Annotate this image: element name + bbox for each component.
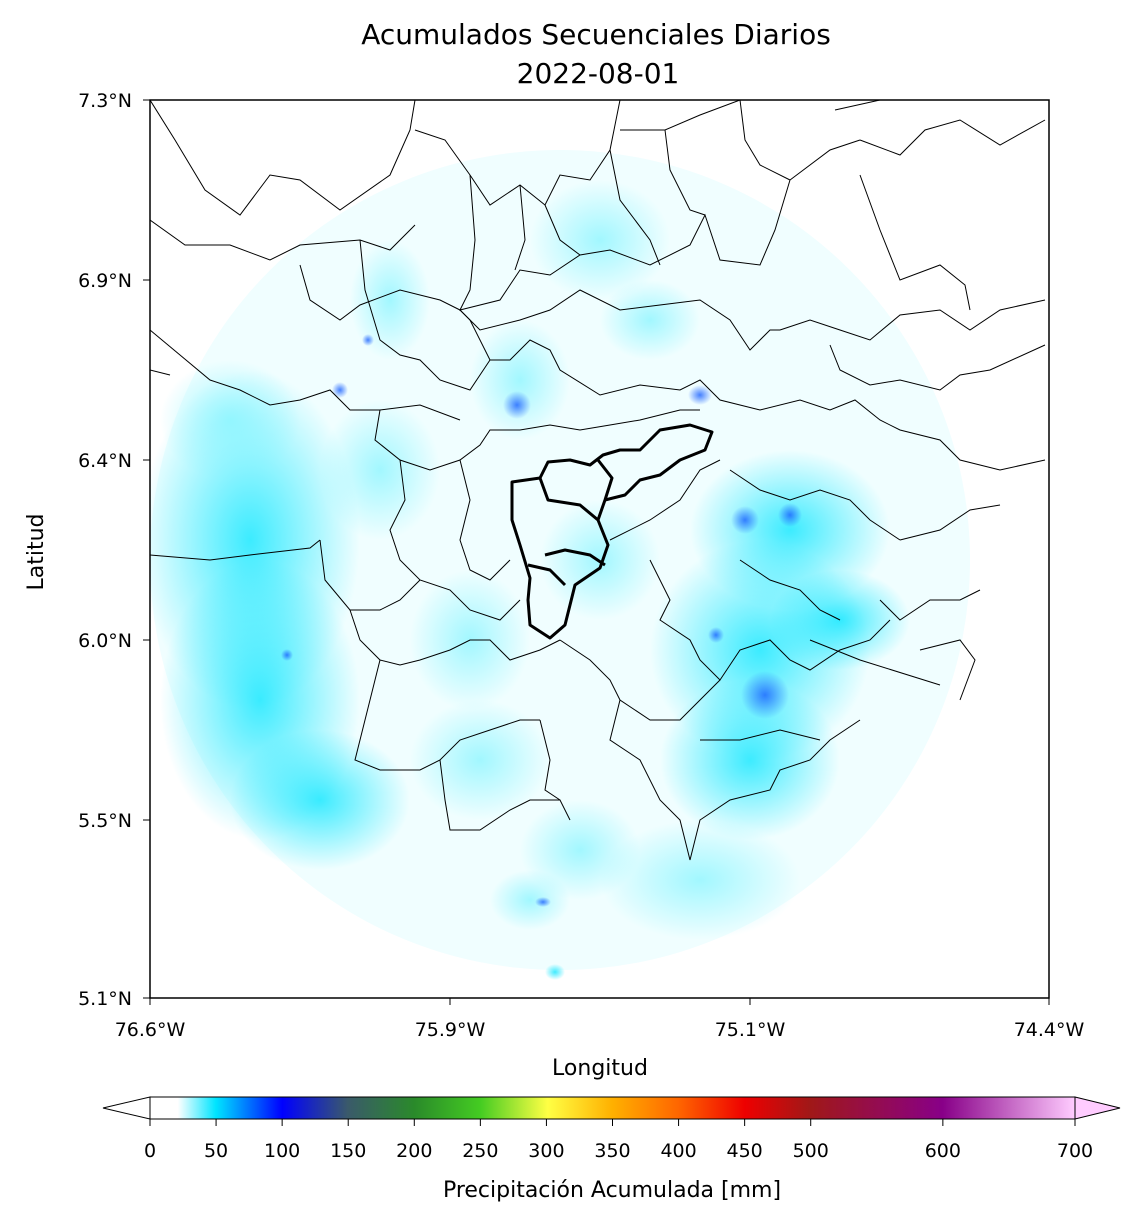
colorbar-extend-high (1074, 1096, 1121, 1120)
colorbar-tick-label: 700 (1057, 1140, 1093, 1162)
colorbar-label: Precipitación Acumulada [mm] (443, 1178, 781, 1203)
colorbar: 0 50 100 150 200 250 300 350 400 450 500 600 700 Pre… (102, 1096, 1121, 1203)
y-tick-label: 5.1°N (78, 988, 132, 1010)
y-tick-label: 6.0°N (78, 630, 132, 652)
y-tick-label: 5.5°N (78, 810, 132, 832)
y-tick-label: 6.9°N (78, 270, 132, 292)
colorbar-tick-label: 200 (396, 1140, 432, 1162)
colorbar-tick-label: 100 (264, 1140, 300, 1162)
colorbar-tick-label: 150 (330, 1140, 366, 1162)
x-axis: 76.6°W 75.9°W 75.1°W 74.4°W (115, 998, 1085, 1041)
colorbar-extend-low (102, 1096, 151, 1120)
y-tick-label: 6.4°N (78, 450, 132, 472)
metropolitan-area-boundary (510, 423, 714, 640)
y-axis-label: Latitud (24, 513, 49, 590)
municipal-boundaries (150, 100, 1046, 861)
y-axis: 7.3°N 6.9°N 6.4°N 6.0°N 5.5°N 5.1°N (78, 90, 150, 1010)
colorbar-tick-label: 600 (925, 1140, 961, 1162)
colorbar-gradient (149, 1096, 1076, 1120)
colorbar-tick-label: 50 (204, 1140, 228, 1162)
x-tick-label: 76.6°W (115, 1019, 186, 1041)
map-frame (149, 99, 1050, 999)
x-tick-label: 74.4°W (1014, 1019, 1085, 1041)
colorbar-tick-label: 400 (660, 1140, 696, 1162)
map-area (150, 100, 1049, 998)
chart-subtitle: 2022-08-01 (517, 57, 680, 90)
colorbar-tick-label: 250 (462, 1140, 498, 1162)
precipitation-field (150, 180, 910, 980)
x-axis-label: Longitud (552, 1056, 648, 1081)
y-tick-label: 7.3°N (78, 90, 132, 112)
colorbar-tick-label: 500 (793, 1140, 829, 1162)
colorbar-tick-label: 350 (594, 1140, 630, 1162)
colorbar-tick-label: 450 (727, 1140, 763, 1162)
colorbar-ticks: 0 50 100 150 200 250 300 350 400 450 500 600 700 (144, 1119, 1093, 1162)
chart-title: Acumulados Secuenciales Diarios (361, 18, 831, 51)
x-tick-label: 75.1°W (715, 1019, 786, 1041)
x-tick-label: 75.9°W (415, 1019, 486, 1041)
colorbar-tick-label: 300 (528, 1140, 564, 1162)
colorbar-tick-label: 0 (144, 1140, 156, 1162)
